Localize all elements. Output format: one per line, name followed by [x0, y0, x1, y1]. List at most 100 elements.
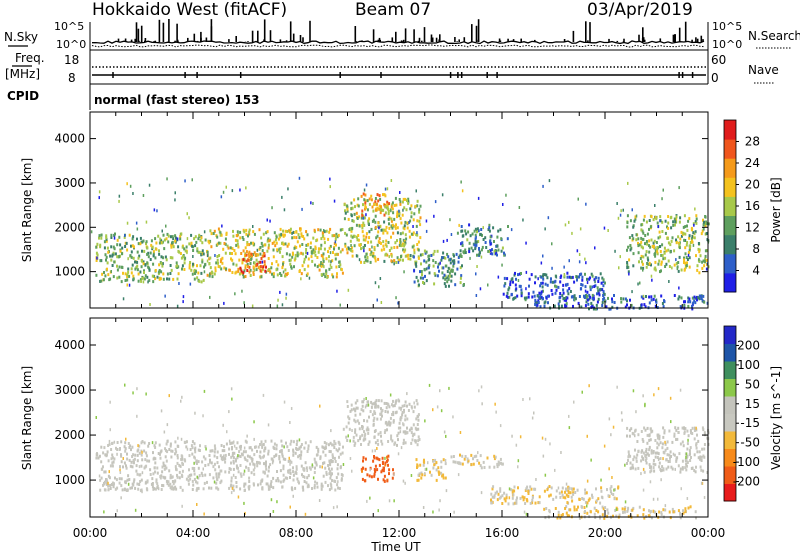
heatmap-cell [191, 479, 194, 483]
heatmap-cell [174, 234, 177, 238]
heatmap-cell [410, 232, 413, 236]
heatmap-cell [100, 233, 103, 237]
heatmap-cell [95, 416, 97, 419]
heatmap-cell [281, 444, 284, 448]
heatmap-cell [125, 437, 127, 441]
heatmap-cell [640, 240, 643, 244]
heatmap-cell [245, 232, 248, 236]
heatmap-cell [179, 485, 182, 489]
heatmap-cell [313, 486, 316, 490]
heatmap-cell [452, 264, 455, 268]
heatmap-cell [333, 439, 336, 443]
heatmap-cell [242, 275, 245, 279]
heatmap-cell [188, 454, 191, 458]
heatmap-cell [270, 266, 273, 270]
heatmap-cell [651, 278, 653, 282]
heatmap-cell [115, 446, 117, 450]
heatmap-cell [167, 240, 170, 244]
heatmap-cell [390, 259, 393, 263]
heatmap-cell [335, 243, 337, 247]
heatmap-cell [624, 500, 627, 504]
heatmap-cell [594, 280, 596, 284]
heatmap-cell [351, 226, 354, 230]
heatmap-cell [139, 473, 142, 477]
heatmap-cell [396, 239, 398, 243]
heatmap-cell [132, 235, 135, 239]
heatmap-cell [626, 221, 629, 225]
heatmap-cell [703, 431, 706, 435]
heatmap-cell [299, 445, 302, 449]
heatmap-cell [102, 278, 105, 282]
colorbar-block [724, 378, 736, 397]
heatmap-cell [132, 274, 135, 278]
heatmap-cell [321, 465, 323, 469]
heatmap-cell [376, 468, 379, 472]
heatmap-cell [658, 259, 661, 263]
heatmap-cell [309, 241, 312, 245]
nsky-line [91, 40, 705, 45]
heatmap-cell [641, 229, 644, 233]
heatmap-cell [684, 239, 687, 242]
heatmap-cell [399, 202, 402, 206]
heatmap-cell [151, 245, 154, 249]
heatmap-cell [645, 265, 648, 269]
heatmap-cell [501, 263, 503, 267]
heatmap-cell [120, 440, 123, 444]
heatmap-cell [653, 267, 656, 271]
heatmap-cell [178, 282, 180, 285]
heatmap-cell [315, 239, 318, 243]
heatmap-cell [199, 264, 202, 268]
heatmap-cell [373, 474, 376, 478]
heatmap-cell [496, 244, 499, 248]
heatmap-cell [573, 280, 576, 284]
heatmap-cell [305, 230, 308, 234]
heatmap-cell [163, 247, 166, 251]
heatmap-cell [328, 230, 331, 234]
heatmap-cell [114, 476, 116, 480]
heatmap-cell [136, 387, 138, 391]
heatmap-cell [392, 413, 395, 417]
heatmap-cell [278, 457, 281, 461]
heatmap-cell [105, 237, 108, 241]
heatmap-cell [136, 414, 138, 418]
heatmap-cell [374, 200, 377, 204]
heatmap-cell [240, 252, 243, 255]
heatmap-cell [377, 432, 380, 436]
heatmap-cell [399, 238, 402, 241]
heatmap-cell [382, 231, 385, 235]
heatmap-cell [329, 185, 331, 189]
heatmap-cell [354, 430, 357, 434]
heatmap-cell [648, 244, 650, 248]
heatmap-cell [459, 453, 461, 457]
heatmap-cell [213, 450, 216, 454]
heatmap-cell [379, 197, 382, 201]
heatmap-cell [241, 289, 243, 293]
heatmap-cell [613, 488, 615, 492]
heatmap-cell [183, 261, 186, 265]
heatmap-cell [580, 272, 583, 276]
heatmap-cell [602, 297, 605, 301]
heatmap-cell [179, 234, 182, 238]
heatmap-cell [547, 216, 550, 220]
heatmap-cell [120, 460, 123, 464]
colorbar-tick-label: 4 [752, 264, 760, 278]
heatmap-cell [136, 449, 139, 453]
heatmap-cell [640, 223, 643, 227]
heatmap-cell [203, 265, 205, 269]
heatmap-cell [661, 446, 664, 450]
heatmap-cell [361, 209, 364, 213]
heatmap-cell [640, 266, 643, 270]
heatmap-cell [370, 405, 373, 409]
heatmap-cell [677, 509, 680, 513]
heatmap-cell [96, 256, 98, 260]
heatmap-cell [390, 224, 393, 228]
heatmap-cell [137, 487, 140, 491]
heatmap-cell [132, 480, 135, 484]
heatmap-cell [568, 414, 570, 418]
heatmap-cell [275, 268, 278, 272]
heatmap-cell [662, 305, 665, 309]
heatmap-cell [203, 481, 206, 485]
heatmap-cell [223, 266, 226, 270]
heatmap-cell [150, 243, 153, 247]
heatmap-cell [684, 427, 687, 431]
